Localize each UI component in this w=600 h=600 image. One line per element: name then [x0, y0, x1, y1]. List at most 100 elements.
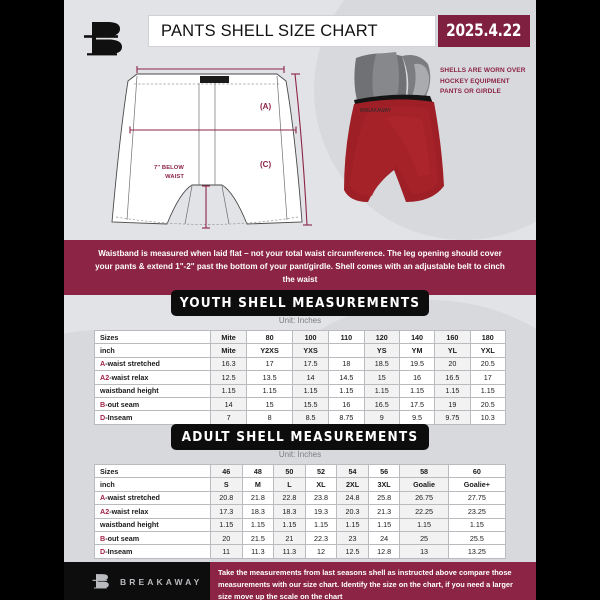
table-row: D-Inseam 11 11.3 11.3 12 12.5 12.8 13 13.25	[94, 544, 507, 559]
below-waist-note: 7" BELOW WAIST	[154, 165, 184, 180]
table-cell	[328, 343, 365, 358]
table-cell: 20	[434, 356, 471, 372]
table-cell: 52	[304, 463, 338, 479]
table-row: A2-waist relax 12.5 13.5 14 14.5 15 16 16.5 17	[94, 370, 507, 385]
table-cell: 25	[399, 530, 449, 546]
svg-text:BREAKAWAY: BREAKAWAY	[360, 108, 392, 114]
breakaway-b-logo-footer	[92, 574, 109, 589]
adult-unit-label: Unit: Inches	[278, 450, 322, 459]
table-row: B-out seam 14 15 15.5 16 16.5 17.5 19 20.5	[94, 396, 507, 412]
table-cell: 1.15	[469, 383, 507, 398]
shell-measurement-diagram: (A) (B) (C) (D) 7" BELOW WAIST	[64, 52, 375, 275]
table-cell: YM	[398, 343, 436, 358]
table-cell: 56	[367, 463, 401, 479]
table-cell: 1.15	[273, 517, 306, 532]
table-cell: 11	[210, 544, 243, 559]
table-cell: 7	[209, 410, 248, 425]
table-cell: 1.15	[336, 517, 369, 532]
table-cell: 1.15	[241, 517, 275, 532]
table-cell: 21.3	[367, 504, 401, 519]
table-cell: 2XL	[336, 477, 369, 492]
table-row: A-waist stretched 16.3 17 17.5 18 18.5 19.5 20 2…	[94, 356, 507, 372]
row-label: A2-waist relax	[94, 504, 211, 519]
table-cell: 1.15	[246, 383, 293, 398]
table-cell: 23.25	[447, 504, 507, 519]
row-label-prefix: A	[100, 359, 106, 369]
table-cell: 110	[328, 329, 365, 345]
revision-date-text: 2025.4.22	[446, 21, 522, 41]
grey-girdle-illustration	[354, 52, 431, 106]
table-cell: 15	[246, 396, 293, 412]
table-cell: 46	[210, 463, 243, 479]
page-footer: BREAKAWAY Take the measurements from las…	[64, 562, 536, 600]
table-cell: 54	[336, 463, 369, 479]
row-label-prefix: A	[100, 493, 106, 503]
shell-product-photo: BREAKAWAY	[344, 52, 444, 202]
table-row: inch S M L XL 2XL 3XL Goalie Goalie+	[94, 477, 507, 492]
dimension-label-a: (A)	[260, 102, 272, 111]
table-cell: YS	[363, 343, 400, 358]
table-cell: 12.8	[367, 544, 401, 559]
table-cell: 23.8	[304, 490, 338, 506]
adult-section-title: ADULT SHELL MEASUREMENTS	[171, 424, 429, 450]
table-cell: S	[210, 477, 243, 492]
table-cell: 13.5	[246, 370, 293, 385]
row-label: B-out seam	[94, 530, 211, 546]
table-cell: 26.75	[399, 490, 449, 506]
table-cell: 8	[246, 410, 293, 425]
table-cell: 60	[447, 463, 507, 479]
row-label: waistband height	[94, 517, 211, 532]
table-cell: 1.15	[367, 517, 401, 532]
row-label: inch	[94, 343, 211, 358]
table-cell: 23	[336, 530, 369, 546]
youth-section-title: YOUTH SHELL MEASUREMENTS	[171, 290, 429, 316]
row-label: A-waist stretched	[94, 490, 211, 506]
table-cell: YXL	[469, 343, 507, 358]
table-cell: 19	[434, 396, 471, 412]
footer-instruction-text: Take the measurements from last seasons …	[210, 562, 536, 600]
table-cell: 160	[434, 329, 471, 345]
table-cell: 17.5	[291, 356, 330, 372]
table-cell: 16	[328, 396, 365, 412]
measurement-instruction-band: Waistband is measured when laid flat – n…	[64, 240, 536, 296]
table-cell: 16.5	[434, 370, 471, 385]
table-cell: YL	[434, 343, 471, 358]
table-cell: 1.15	[304, 517, 338, 532]
row-label-prefix: B	[100, 533, 106, 543]
row-label: Sizes	[94, 463, 211, 479]
table-cell: 14	[209, 396, 248, 412]
table-cell: 3XL	[367, 477, 401, 492]
table-cell: 25.5	[447, 530, 507, 546]
table-row: D-Inseam 7 8 8.5 8.75 9 9.5 9.75 10.3	[94, 410, 507, 425]
adult-measurement-table: Sizes 46 48 50 52 54 56 58 60 inch S M L XL 2XL 3XL Goal…	[94, 463, 507, 559]
table-cell: 1.15	[447, 517, 507, 532]
breakaway-b-logo	[84, 22, 122, 56]
table-cell: 17.5	[398, 396, 436, 412]
table-cell: 21.5	[241, 530, 275, 546]
table-cell: Y2XS	[246, 343, 293, 358]
table-cell: 20.3	[336, 504, 369, 519]
table-row: A2-waist relax 17.3 18.3 18.3 19.3 20.3 21.3 22…	[94, 504, 507, 519]
table-cell: 50	[273, 463, 306, 479]
table-cell: 22.3	[304, 530, 338, 546]
table-cell: 13	[399, 544, 449, 559]
table-cell: Mite	[209, 343, 248, 358]
table-cell: 27.75	[447, 490, 507, 506]
table-cell: 16.3	[209, 356, 248, 372]
row-label-prefix: A2	[100, 506, 110, 516]
table-cell: M	[241, 477, 275, 492]
table-row: B-out seam 20 21.5 21 22.3 23 24 25 25.5	[94, 530, 507, 546]
row-label: D-Inseam	[94, 544, 211, 559]
table-row: Sizes Mite 80 100 110 120 140 160 180	[94, 329, 507, 345]
table-row: waistband height 1.15 1.15 1.15 1.15 1.15 1.15…	[94, 383, 507, 398]
table-cell: 58	[399, 463, 449, 479]
photo-note-text: SHELLS ARE WORN OVER HOCKEY EQUIPMENT PA…	[440, 67, 526, 96]
table-cell: 16.5	[363, 396, 400, 412]
row-label: inch	[94, 477, 211, 492]
table-cell: L	[273, 477, 306, 492]
table-cell: 24	[367, 530, 401, 546]
table-cell: 18.3	[241, 504, 275, 519]
row-label: A-waist stretched	[94, 356, 211, 372]
row-label: waistband height	[94, 383, 211, 398]
table-cell: 9.5	[398, 410, 436, 425]
